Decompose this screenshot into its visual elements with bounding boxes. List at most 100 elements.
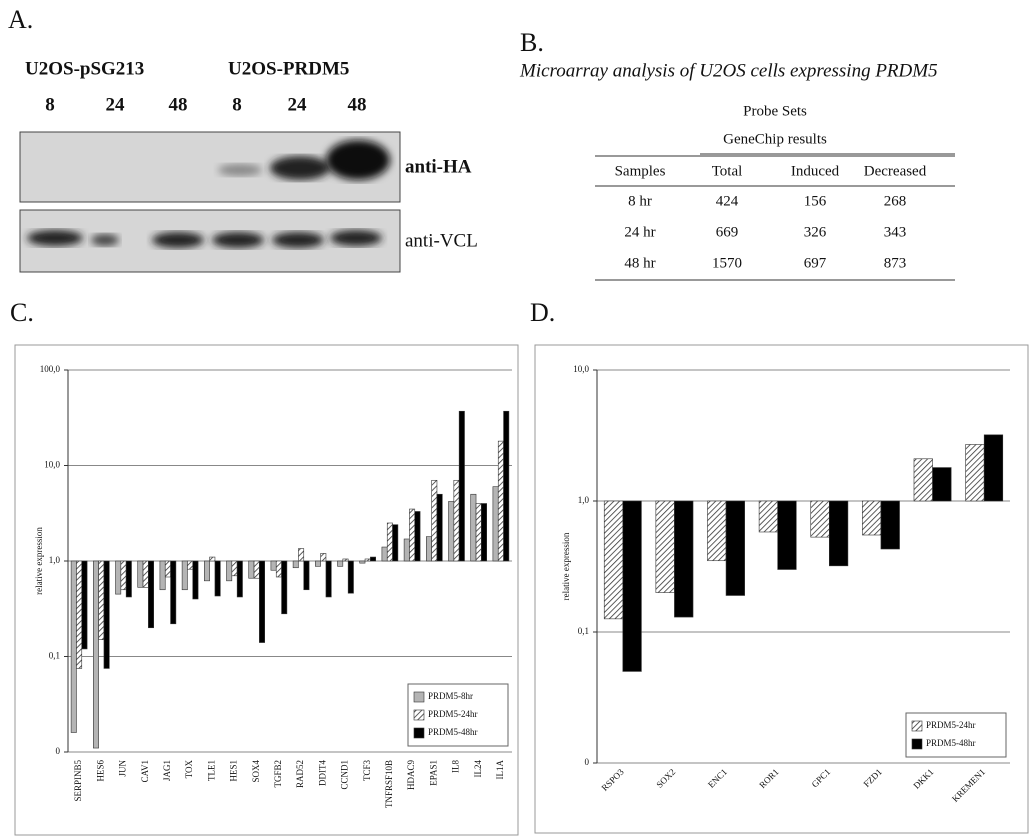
bar bbox=[984, 435, 1003, 501]
table-title: Microarray analysis of U2OS cells expres… bbox=[519, 60, 938, 81]
legend-label: PRDM5-24hr bbox=[428, 709, 478, 719]
lane-label: 8 bbox=[45, 94, 55, 115]
group-label: U2OS-pSG213 bbox=[25, 58, 144, 79]
bar bbox=[426, 537, 431, 561]
y-axis-label: relative expression bbox=[561, 532, 571, 600]
y-tick-label: 10,0 bbox=[573, 364, 589, 374]
x-tick-label: RSPO3 bbox=[600, 766, 627, 793]
table-cell: 669 bbox=[716, 224, 739, 240]
bar bbox=[254, 561, 259, 578]
bar bbox=[437, 494, 442, 561]
x-tick-label: CAV1 bbox=[140, 760, 150, 782]
bar bbox=[471, 494, 476, 561]
bar bbox=[143, 561, 148, 587]
bar bbox=[160, 561, 165, 590]
bar bbox=[171, 561, 176, 624]
figure: A.U2OS-pSG213U2OS-PRDM58244882448anti-HA… bbox=[0, 0, 1035, 838]
legend-label: PRDM5-8hr bbox=[428, 691, 473, 701]
bar bbox=[726, 501, 745, 595]
x-tick-label: TCF3 bbox=[362, 760, 372, 782]
bar bbox=[481, 504, 486, 561]
table-cell: 873 bbox=[884, 255, 907, 271]
bar bbox=[237, 561, 242, 597]
x-tick-label: IL8 bbox=[451, 760, 461, 773]
bar bbox=[259, 561, 264, 643]
bar bbox=[276, 561, 281, 577]
bar bbox=[498, 441, 503, 561]
group-label: U2OS-PRDM5 bbox=[228, 58, 349, 79]
bar bbox=[360, 561, 365, 563]
x-tick-label: DDIT4 bbox=[317, 760, 327, 786]
legend-swatch bbox=[414, 710, 424, 720]
x-tick-label: HDAC9 bbox=[406, 760, 416, 791]
bar bbox=[623, 501, 642, 671]
bar bbox=[862, 501, 881, 535]
panel-label: D. bbox=[530, 298, 555, 327]
x-tick-label: HES6 bbox=[95, 760, 105, 782]
lane-label: 48 bbox=[169, 94, 188, 115]
x-tick-label: SOX4 bbox=[251, 760, 261, 783]
chart-frame bbox=[15, 345, 518, 835]
bar bbox=[204, 561, 209, 581]
bar bbox=[210, 557, 215, 561]
bar bbox=[393, 525, 398, 561]
table-cell: 343 bbox=[884, 224, 907, 240]
table-cell: 8 hr bbox=[628, 193, 652, 209]
table-cell: 326 bbox=[804, 224, 827, 240]
legend-label: PRDM5-48hr bbox=[926, 738, 976, 748]
bar bbox=[370, 557, 375, 561]
bar bbox=[116, 561, 121, 594]
page: A.U2OS-pSG213U2OS-PRDM58244882448anti-HA… bbox=[0, 0, 1035, 838]
bar bbox=[811, 501, 830, 537]
y-tick-label: 1,0 bbox=[578, 495, 590, 505]
lane-label: 24 bbox=[288, 94, 308, 115]
y-tick-label: 0 bbox=[585, 757, 590, 767]
bar bbox=[914, 459, 933, 501]
legend-label: PRDM5-24hr bbox=[926, 720, 976, 730]
legend-label: PRDM5-48hr bbox=[428, 727, 478, 737]
table-header: Probe Sets bbox=[743, 103, 807, 119]
bar bbox=[321, 553, 326, 561]
y-tick-label: 0,1 bbox=[578, 626, 589, 636]
bar bbox=[93, 561, 98, 748]
legend-swatch bbox=[414, 692, 424, 702]
bar bbox=[409, 509, 414, 561]
bar bbox=[759, 501, 778, 532]
bar bbox=[966, 444, 985, 501]
blot-label: anti-HA bbox=[405, 156, 472, 177]
bar bbox=[193, 561, 198, 599]
x-tick-label: CCND1 bbox=[340, 760, 350, 790]
panel-label: B. bbox=[520, 28, 544, 57]
bar bbox=[365, 559, 370, 561]
x-tick-label: IL24 bbox=[473, 760, 483, 778]
bar bbox=[121, 561, 126, 590]
x-tick-label: TOX bbox=[184, 760, 194, 779]
legend-swatch bbox=[912, 721, 922, 731]
bar bbox=[99, 561, 104, 640]
bar bbox=[604, 501, 623, 619]
x-tick-label: EPAS1 bbox=[428, 760, 438, 786]
x-tick-label: KREMEN1 bbox=[950, 767, 987, 804]
bar bbox=[227, 561, 232, 581]
panel-label: A. bbox=[8, 5, 33, 34]
bar bbox=[104, 561, 109, 668]
bar bbox=[293, 561, 298, 568]
legend-swatch bbox=[414, 728, 424, 738]
bar bbox=[187, 561, 192, 569]
bar bbox=[476, 504, 481, 561]
bar bbox=[504, 411, 509, 561]
blot-image bbox=[20, 132, 400, 272]
x-tick-label: JUN bbox=[118, 760, 128, 777]
bar bbox=[126, 561, 131, 597]
lane-label: 24 bbox=[106, 94, 126, 115]
x-tick-label: TGFB2 bbox=[273, 760, 283, 788]
table-cell: 424 bbox=[716, 193, 739, 209]
y-tick-label: 100,0 bbox=[40, 364, 61, 374]
x-tick-label: ROR1 bbox=[757, 767, 780, 790]
bar bbox=[71, 561, 76, 733]
bar bbox=[232, 561, 237, 576]
bar bbox=[432, 480, 437, 561]
lane-label: 48 bbox=[348, 94, 367, 115]
table-cell: 24 hr bbox=[624, 224, 655, 240]
y-tick-label: 10,0 bbox=[44, 460, 60, 470]
